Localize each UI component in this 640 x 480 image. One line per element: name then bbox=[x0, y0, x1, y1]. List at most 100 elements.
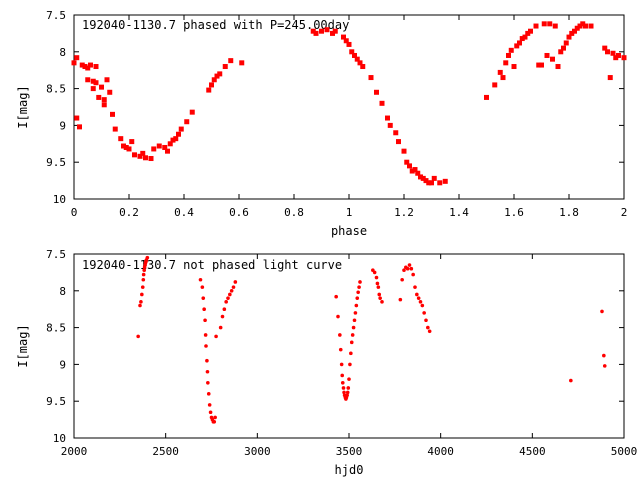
data-point bbox=[545, 53, 550, 58]
x-tick-label: 0.8 bbox=[284, 206, 304, 219]
data-point bbox=[74, 55, 79, 60]
data-point bbox=[542, 21, 547, 26]
data-point bbox=[415, 293, 419, 297]
data-point bbox=[380, 101, 385, 106]
data-point bbox=[219, 326, 223, 330]
data-point bbox=[77, 124, 82, 129]
data-point bbox=[102, 97, 107, 102]
data-point bbox=[602, 354, 606, 358]
y-tick-label: 9.5 bbox=[46, 395, 66, 408]
x-tick-label: 5000 bbox=[611, 445, 638, 458]
data-point bbox=[561, 46, 566, 51]
data-point bbox=[319, 29, 324, 34]
data-point bbox=[338, 333, 342, 337]
data-point bbox=[143, 155, 148, 160]
data-point bbox=[217, 71, 222, 76]
data-point bbox=[556, 64, 561, 69]
figure: 192040-1130.7 phased with P=245.00day ph… bbox=[0, 0, 640, 480]
x-tick-label: 2 bbox=[621, 206, 628, 219]
x-tick-label: 1 bbox=[346, 206, 353, 219]
data-point bbox=[339, 348, 343, 352]
data-point bbox=[140, 151, 145, 156]
data-point bbox=[94, 80, 99, 85]
data-point bbox=[349, 352, 353, 356]
data-point bbox=[616, 53, 621, 58]
data-point bbox=[528, 29, 533, 34]
y-tick-label: 8.5 bbox=[46, 83, 66, 96]
data-point bbox=[139, 300, 143, 304]
data-point bbox=[107, 90, 112, 95]
data-point bbox=[105, 77, 110, 82]
y-axis-label: I[mag] bbox=[16, 85, 30, 128]
data-point bbox=[118, 136, 123, 141]
data-point bbox=[202, 307, 206, 311]
data-point bbox=[201, 285, 205, 289]
data-point bbox=[209, 82, 214, 87]
data-point bbox=[547, 21, 552, 26]
data-point bbox=[411, 273, 415, 277]
x-tick-label: 0 bbox=[71, 206, 78, 219]
data-point bbox=[410, 267, 414, 271]
data-point bbox=[564, 40, 569, 45]
data-point bbox=[203, 318, 207, 322]
data-point bbox=[374, 90, 379, 95]
data-point bbox=[205, 359, 209, 363]
x-tick-label: 0.2 bbox=[119, 206, 139, 219]
data-point bbox=[484, 95, 489, 100]
x-tick-label: 1.6 bbox=[504, 206, 524, 219]
data-point bbox=[393, 130, 398, 135]
y-tick-label: 9 bbox=[59, 358, 66, 371]
chart-canvas: 192040-1130.7 phased with P=245.00day ph… bbox=[0, 0, 640, 480]
x-tick-label: 4500 bbox=[519, 445, 546, 458]
data-point bbox=[136, 335, 140, 339]
data-point bbox=[589, 24, 594, 29]
data-point bbox=[141, 285, 145, 289]
x-tick-label: 0.6 bbox=[229, 206, 249, 219]
data-point bbox=[498, 70, 503, 75]
data-point bbox=[517, 40, 522, 45]
data-point bbox=[506, 53, 511, 58]
data-point bbox=[417, 296, 421, 300]
y-axis-label: I[mag] bbox=[16, 324, 30, 367]
data-point bbox=[422, 311, 426, 315]
data-point bbox=[334, 295, 338, 299]
data-point bbox=[138, 304, 142, 308]
data-point bbox=[553, 24, 558, 29]
data-point bbox=[149, 156, 154, 161]
data-point bbox=[213, 416, 217, 420]
data-point bbox=[603, 364, 607, 368]
data-point bbox=[336, 315, 340, 319]
data-point bbox=[347, 42, 352, 47]
data-point bbox=[400, 278, 404, 282]
data-point bbox=[608, 75, 613, 80]
data-point bbox=[492, 82, 497, 87]
data-point bbox=[201, 296, 205, 300]
data-point bbox=[347, 377, 351, 381]
chart-title: 192040-1130.7 not phased light curve bbox=[82, 258, 342, 272]
x-tick-label: 1.8 bbox=[559, 206, 579, 219]
data-point bbox=[424, 318, 428, 322]
data-point bbox=[437, 180, 442, 185]
data-point bbox=[539, 63, 544, 68]
data-point bbox=[199, 278, 203, 282]
data-point bbox=[353, 318, 357, 322]
x-tick-label: 3500 bbox=[336, 445, 363, 458]
data-point bbox=[142, 273, 146, 277]
data-point bbox=[622, 55, 627, 60]
data-point bbox=[569, 379, 573, 383]
data-point bbox=[396, 139, 401, 144]
data-point bbox=[443, 179, 448, 184]
y-tick-label: 10 bbox=[53, 193, 66, 206]
data-point bbox=[223, 64, 228, 69]
data-point bbox=[346, 391, 350, 395]
data-point bbox=[512, 64, 517, 69]
data-point bbox=[140, 293, 144, 297]
data-point bbox=[129, 139, 134, 144]
data-point bbox=[407, 163, 412, 168]
data-point bbox=[346, 386, 350, 390]
x-tick-label: 1.4 bbox=[449, 206, 469, 219]
data-point bbox=[355, 296, 359, 300]
data-point bbox=[165, 149, 170, 154]
y-tick-label: 7.5 bbox=[46, 9, 66, 22]
data-point bbox=[351, 333, 355, 337]
